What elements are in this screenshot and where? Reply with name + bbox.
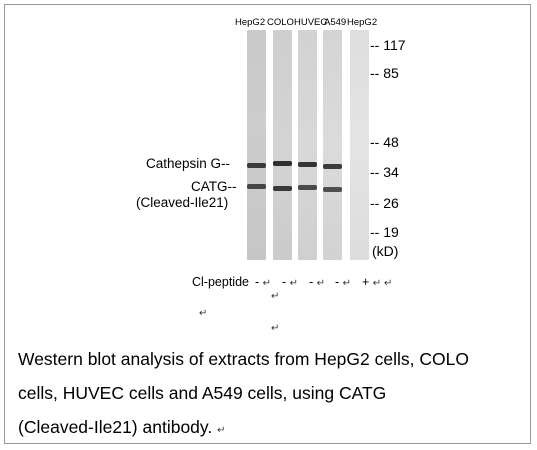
marker-unit: (kD)	[372, 243, 399, 259]
peptide-label: Cl-peptide	[192, 275, 249, 289]
lane-label-colo: COLO	[267, 17, 294, 28]
band-cathepsin-g	[298, 162, 317, 167]
marker-48: -- 48	[370, 134, 399, 150]
peptide-sign-huvec: - ↵	[309, 275, 326, 289]
lane-label-hepg2-blocked: HepG2	[347, 17, 378, 28]
figure-frame	[4, 4, 531, 444]
peptide-sign-a549: - ↵	[335, 275, 352, 289]
return-mark: ↵	[271, 323, 280, 334]
marker-26: -- 26	[370, 195, 399, 211]
lane-label-hepg2: HepG2	[235, 17, 266, 28]
caption-line-1: Western blot analysis of extracts from H…	[18, 349, 469, 369]
label-catg: CATG--	[191, 179, 237, 194]
lane-label-a549: A549	[324, 17, 347, 28]
blot-lane-a549	[323, 30, 342, 260]
peptide-sign-colo: - ↵	[282, 275, 299, 289]
blot-lane-huvec	[298, 30, 317, 260]
return-mark: ↵	[199, 308, 208, 319]
band-catg	[273, 186, 292, 191]
lane-label-huvec: HUVEC	[294, 17, 328, 28]
band-catg	[323, 187, 342, 192]
marker-34: -- 34	[370, 164, 399, 180]
return-mark: ↵	[271, 291, 280, 302]
band-catg	[298, 185, 317, 190]
caption-line-3: (Cleaved-Ile21) antibody. ↵	[18, 417, 226, 437]
band-cathepsin-g	[273, 161, 292, 166]
label-cathepsin-g: Cathepsin G--	[146, 156, 231, 171]
marker-117: -- 117	[370, 37, 406, 53]
blot-lane-hepg2	[247, 30, 266, 260]
blot-lane-colo	[273, 30, 292, 260]
band-catg	[247, 184, 266, 189]
label-cleaved-ile21: (Cleaved-Ile21)	[136, 195, 229, 210]
marker-85: -- 85	[370, 65, 399, 81]
blot-lane-hepg2-blocked	[350, 30, 369, 260]
marker-19: -- 19	[370, 224, 399, 240]
peptide-sign-hepg2-blocked: + ↵ ↵	[362, 275, 393, 289]
peptide-sign-hepg2: - ↵	[255, 275, 272, 289]
band-cathepsin-g	[323, 164, 342, 169]
band-cathepsin-g	[247, 163, 266, 168]
caption-line-2: cells, HUVEC cells and A549 cells, using…	[18, 383, 387, 403]
